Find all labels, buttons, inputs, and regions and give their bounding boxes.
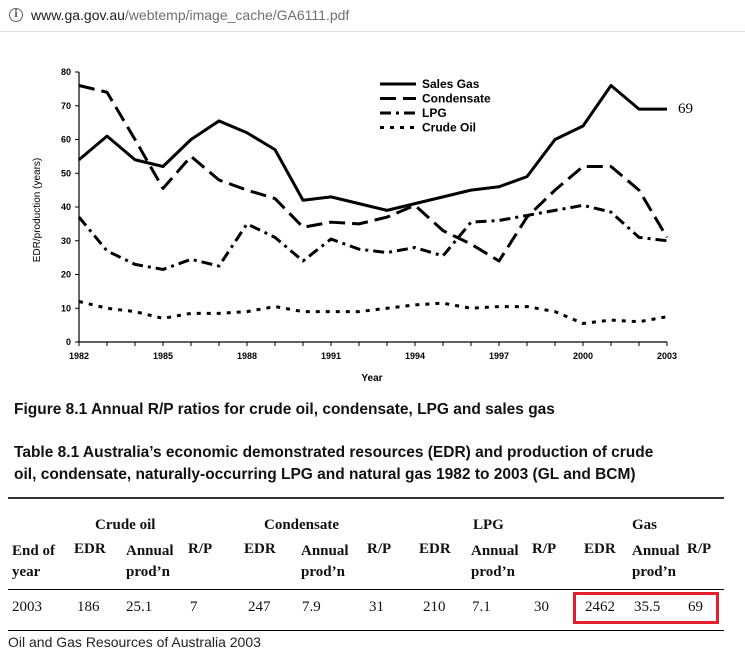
figure-caption: Figure 8.1 Annual R/P ratios for crude o…: [14, 401, 555, 418]
series-line-lpg: [77, 203, 668, 271]
chart-ticks: 0 10 20 30 40 50 60 70 80 1982 1985 1988 1991 1994 199…: [61, 67, 677, 361]
header-gas-rp: R/P: [687, 541, 712, 557]
header-crude-edr: EDR: [74, 541, 106, 557]
y-tick-label: 20: [61, 270, 71, 280]
url-text[interactable]: www.ga.gov.au/webtemp/image_cache/GA6111…: [31, 7, 349, 23]
y-tick-label: 10: [61, 303, 71, 313]
header-gas-prod: Annual prod’n: [632, 543, 680, 580]
group-gas: Gas: [632, 517, 658, 533]
x-tick-label: 1985: [153, 351, 173, 361]
header-cond-rp: R/P: [367, 541, 392, 557]
series-line-condensate: [78, 84, 669, 263]
table-header-rule: [8, 589, 724, 590]
x-axis-label: Year: [361, 373, 382, 384]
header-lpg-edr: EDR: [419, 541, 451, 557]
header-end-of-year: End of year: [12, 543, 55, 580]
address-bar[interactable]: i www.ga.gov.au/webtemp/image_cache/GA61…: [0, 0, 745, 32]
group-condensate: Condensate: [264, 517, 340, 533]
legend-entry: LPG: [422, 106, 447, 120]
x-tick-label: 2000: [573, 351, 593, 361]
y-tick-label: 40: [61, 202, 71, 212]
legend-entry: Sales Gas: [422, 77, 480, 91]
cell-gas-edr: 2462: [585, 599, 615, 615]
header-lpg-rp: R/P: [532, 541, 557, 557]
header-crude-prod: Annual prod’n: [126, 543, 174, 580]
table-title-line-1: Table 8.1 Australia’s economic demonstra…: [14, 444, 654, 461]
table-title: Table 8.1 Australia’s economic demonstra…: [14, 442, 724, 486]
y-tick-label: 50: [61, 168, 71, 178]
table-top-rule: [8, 497, 724, 499]
cell-lpg-prod: 7.1: [472, 599, 491, 615]
chart-series: [77, 84, 669, 325]
header-cond-prod: Annual prod’n: [301, 543, 349, 580]
y-axis-label: EDR/production (years): [32, 158, 43, 262]
group-crude-oil: Crude oil: [95, 517, 156, 533]
cell-crude-edr: 186: [77, 599, 100, 615]
cell-year: 2003: [12, 599, 42, 615]
x-tick-label: 2003: [657, 351, 677, 361]
cell-cond-edr: 247: [248, 599, 271, 615]
header-gas-edr: EDR: [584, 541, 616, 557]
legend-entry: Condensate: [422, 92, 491, 106]
y-tick-label: 70: [61, 101, 71, 111]
cell-cond-rp: 31: [369, 599, 384, 615]
table-bottom-rule: [8, 630, 724, 631]
cell-gas-prod: 35.5: [634, 599, 661, 615]
legend-entry: Crude Oil: [422, 121, 476, 135]
header-cond-edr: EDR: [244, 541, 276, 557]
cell-crude-rp: 7: [190, 599, 198, 615]
url-host: www.ga.gov.au: [31, 7, 125, 23]
group-lpg: LPG: [473, 517, 504, 533]
table-title-line-2: oil, condensate, naturally-occurring LPG…: [14, 466, 636, 483]
cell-cond-prod: 7.9: [302, 599, 321, 615]
x-tick-label: 1994: [405, 351, 425, 361]
cell-lpg-rp: 30: [534, 599, 549, 615]
cell-gas-rp: 69: [688, 599, 703, 615]
y-tick-label: 80: [61, 67, 71, 77]
header-lpg-prod: Annual prod’n: [471, 543, 519, 580]
x-tick-label: 1991: [321, 351, 341, 361]
series-line-crude-oil: [78, 300, 668, 325]
x-tick-label: 1997: [489, 351, 509, 361]
url-path: /webtemp/image_cache/GA6111.pdf: [124, 7, 350, 23]
y-tick-label: 30: [61, 236, 71, 246]
cell-lpg-edr: 210: [423, 599, 446, 615]
rp-ratio-chart: 0 10 20 30 40 50 60 70 80 1982 1985 1988 1991 1994 199…: [32, 67, 693, 384]
cell-crude-prod: 25.1: [126, 599, 153, 615]
series-line-sales-gas: [78, 84, 667, 212]
info-icon[interactable]: i: [9, 8, 23, 22]
x-tick-label: 1982: [69, 351, 89, 361]
footer-text: Oil and Gas Resources of Australia 2003: [8, 634, 261, 650]
header-crude-rp: R/P: [188, 541, 213, 557]
x-tick-label: 1988: [237, 351, 257, 361]
y-tick-label: 60: [61, 135, 71, 145]
annotation-69: 69: [678, 101, 693, 117]
gas-row-highlight: [573, 592, 719, 624]
y-tick-label: 0: [66, 337, 71, 347]
